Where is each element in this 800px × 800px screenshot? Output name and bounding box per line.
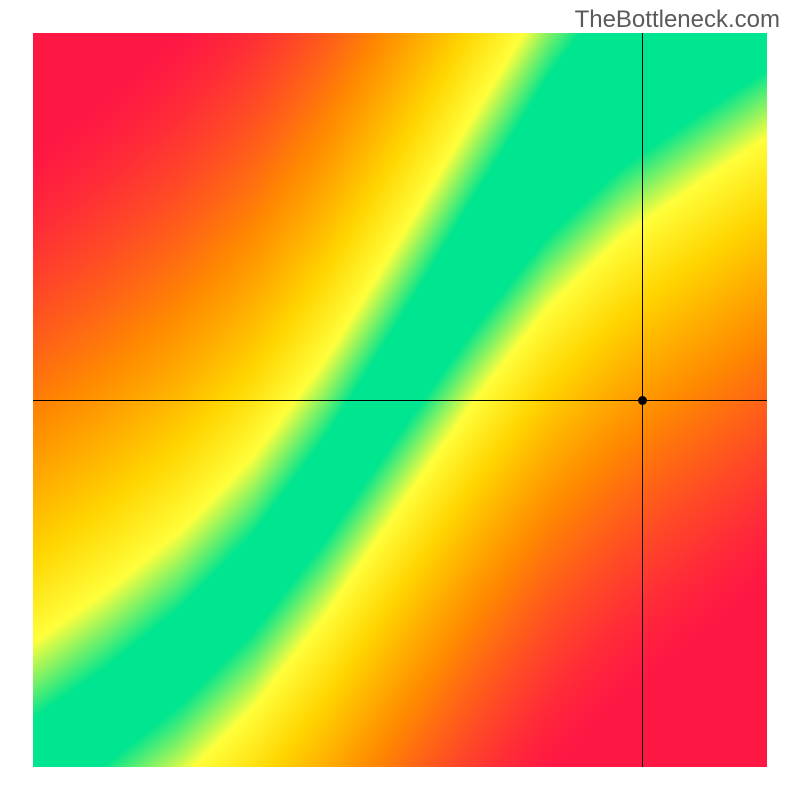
crosshair-marker	[638, 396, 647, 405]
crosshair-horizontal	[33, 400, 767, 401]
watermark-text: TheBottleneck.com	[575, 6, 780, 34]
bottleneck-heatmap	[33, 33, 767, 767]
